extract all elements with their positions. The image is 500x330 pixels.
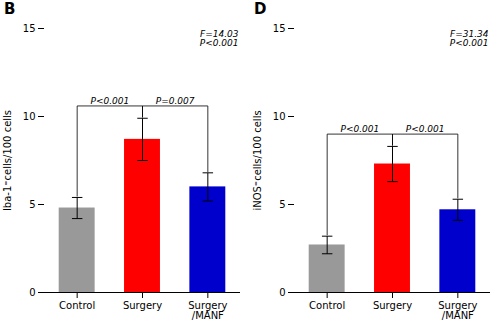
svg-text:Surgery/MANF: Surgery/MANF bbox=[438, 300, 477, 321]
svg-text:P=0.007: P=0.007 bbox=[156, 96, 195, 106]
svg-text:Control: Control bbox=[309, 300, 345, 311]
html-text:B: B bbox=[4, 0, 16, 18]
svg-text:Surgery: Surgery bbox=[123, 300, 162, 311]
svg-text:15: 15 bbox=[23, 23, 36, 34]
svg-text:Control: Control bbox=[59, 300, 95, 311]
svg-text:F=31.34P<0.001: F=31.34P<0.001 bbox=[450, 29, 489, 48]
html-text:D: D bbox=[254, 0, 267, 18]
svg-text:Surgery/MANF: Surgery/MANF bbox=[188, 300, 227, 321]
svg-text:Iba-1⁼cells/100 cells: Iba-1⁼cells/100 cells bbox=[2, 110, 13, 211]
svg-text:10: 10 bbox=[273, 111, 286, 122]
svg-text:0: 0 bbox=[29, 287, 35, 298]
svg-text:5: 5 bbox=[279, 199, 285, 210]
svg-text:F=14.03P<0.001: F=14.03P<0.001 bbox=[200, 29, 239, 48]
svg-text:P<0.001: P<0.001 bbox=[90, 96, 129, 106]
svg-text:15: 15 bbox=[273, 23, 286, 34]
svg-text:0: 0 bbox=[279, 287, 285, 298]
svg-text:10: 10 bbox=[23, 111, 36, 122]
svg-text:P<0.001: P<0.001 bbox=[406, 124, 445, 134]
svg-text:P<0.001: P<0.001 bbox=[340, 124, 379, 134]
svg-text:iNOS⁼cells/100 cells: iNOS⁼cells/100 cells bbox=[252, 110, 263, 210]
svg-text:5: 5 bbox=[29, 199, 35, 210]
svg-text:Surgery: Surgery bbox=[373, 300, 412, 311]
